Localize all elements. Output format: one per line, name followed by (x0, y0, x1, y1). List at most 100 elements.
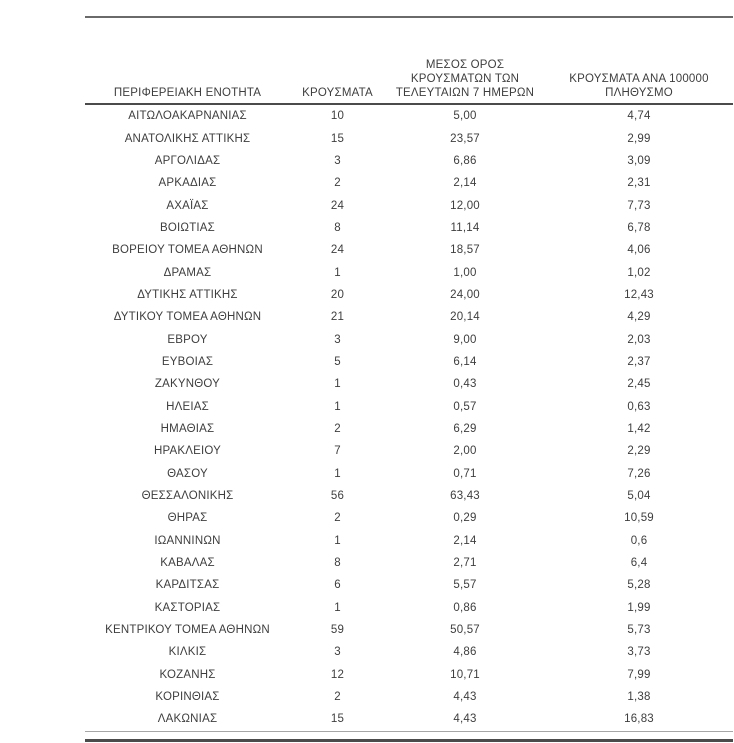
cases-cell: 15 (330, 132, 345, 145)
cases-cell: 3 (334, 333, 341, 346)
region-cell: ΛΑΚΩΝΙΑΣ (85, 708, 290, 732)
region-cell: ΖΑΚΥΝΘΟΥ (154, 378, 221, 391)
avg7-cell: 0,71 (453, 467, 477, 480)
per100k-cell: 2,45 (627, 378, 651, 391)
per100k-cell: 4,74 (627, 110, 651, 123)
cases-cell: 2 (334, 691, 341, 704)
cases-cell: 1 (334, 378, 341, 391)
table-row: ΑΡΚΑΔΙΑΣ 2 2,14 2,31 (85, 172, 733, 194)
region-cell: ΚΕΝΤΡΙΚΟΥ ΤΟΜΕΑ ΑΘΗΝΩΝ (105, 624, 270, 637)
region-cell: ΔΥΤΙΚΗΣ ΑΤΤΙΚΗΣ (137, 288, 238, 301)
table-row: ΕΒΡΟΥ 3 9,00 2,03 (85, 328, 733, 350)
table-row: ΘΗΡΑΣ 2 0,29 10,59 (85, 507, 733, 529)
region-cell: ΚΑΣΤΟΡΙΑΣ (154, 601, 221, 614)
region-cell: ΚΑΒΑΛΑΣ (160, 557, 215, 570)
table-row: ΗΛΕΙΑΣ 1 0,57 0,63 (85, 395, 733, 417)
table-row: ΗΡΑΚΛΕΙΟΥ 7 2,00 2,29 (85, 440, 733, 462)
region-cell: ΚΙΛΚΙΣ (168, 646, 207, 659)
table-row: ΔΥΤΙΚΗΣ ΑΤΤΙΚΗΣ 20 24,00 12,43 (85, 284, 733, 306)
per100k-cell: 1,99 (627, 601, 651, 614)
column-header-avg7-line1: ΜΕΣΟΣ ΟΡΟΣ (425, 59, 505, 71)
region-cell: ΚΑΡΔΙΤΣΑΣ (155, 579, 220, 592)
region-cell: ΘΑΣΟΥ (167, 467, 208, 480)
avg7-cell: 2,71 (453, 557, 477, 570)
avg7-cell: 4,43 (453, 691, 477, 704)
avg7-cell: 2,14 (453, 177, 477, 190)
cases-cell: 10 (330, 110, 345, 123)
cases-cell: 1 (334, 467, 341, 480)
table-row: ΚΑΡΔΙΤΣΑΣ 6 5,57 5,28 (85, 574, 733, 596)
region-cell: ΔΥΤΙΚΟΥ ΤΟΜΕΑ ΑΘΗΝΩΝ (113, 311, 262, 324)
region-cell: ΗΡΑΚΛΕΙΟΥ (153, 445, 222, 458)
column-header-region: ΠΕΡΙΦΕΡΕΙΑΚΗ ΕΝΟΤΗΤΑ (85, 17, 290, 105)
per100k-cell: 6,4 (630, 557, 648, 570)
table-row: ΚΕΝΤΡΙΚΟΥ ΤΟΜΕΑ ΑΘΗΝΩΝ 59 50,57 5,73 (85, 619, 733, 641)
avg7-cell: 10,71 (450, 668, 480, 681)
per100k-cell: 2,29 (627, 445, 651, 458)
per100k-cell: 1,02 (627, 266, 651, 279)
avg7-cell: 0,29 (453, 512, 477, 525)
table-row: ΒΟΙΩΤΙΑΣ 8 11,14 6,78 (85, 217, 733, 239)
avg7-cell: 24,00 (450, 288, 480, 301)
table-header-row: ΠΕΡΙΦΕΡΕΙΑΚΗ ΕΝΟΤΗΤΑ ΚΡΟΥΣΜΑΤΑ ΜΕΣΟΣ ΟΡΟ… (85, 17, 733, 105)
avg7-cell: 6,86 (453, 154, 477, 167)
region-cell: ΒΟΡΕΙΟΥ ΤΟΜΕΑ ΑΘΗΝΩΝ (112, 244, 263, 257)
cases-cell: 5 (334, 355, 341, 368)
region-cell: ΕΥΒΟΙΑΣ (161, 355, 214, 368)
column-header-cases: ΚΡΟΥΣΜΑΤΑ (290, 17, 385, 105)
per100k-cell: 0,6 (630, 534, 648, 547)
cases-cell: 1 (334, 534, 341, 547)
per100k-cell: 3,73 (627, 646, 651, 659)
cases-cell: 2 (334, 512, 341, 525)
region-cell: ΒΟΙΩΤΙΑΣ (159, 221, 215, 234)
cases-cell: 21 (330, 311, 345, 324)
table-row: ΑΡΓΟΛΙΔΑΣ 3 6,86 3,09 (85, 150, 733, 172)
table-row: ΙΩΑΝΝΙΝΩΝ 1 2,14 0,6 (85, 530, 733, 552)
table-row: ΑΙΤΩΛΟΑΚΑΡΝΑΝΙΑΣ 10 5,00 4,74 (85, 104, 733, 127)
per100k-cell: 2,03 (627, 333, 651, 346)
avg7-cell: 5,57 (453, 579, 477, 592)
avg7-cell: 18,57 (450, 244, 480, 257)
per100k-cell: 16,83 (545, 708, 733, 732)
cases-cell: 8 (334, 221, 341, 234)
column-header-per100k-line1: ΚΡΟΥΣΜΑΤΑ ΑΝΑ 100000 (569, 73, 709, 85)
region-cell: ΙΩΑΝΝΙΝΩΝ (154, 534, 221, 547)
region-cell: ΑΧΑΪΑΣ (166, 199, 209, 212)
avg7-cell: 11,14 (450, 221, 480, 234)
cases-cell: 3 (334, 154, 341, 167)
avg7-cell: 0,86 (453, 601, 477, 614)
table-row: ΘΑΣΟΥ 1 0,71 7,26 (85, 463, 733, 485)
regional-cases-table-container: ΠΕΡΙΦΕΡΕΙΑΚΗ ΕΝΟΤΗΤΑ ΚΡΟΥΣΜΑΤΑ ΜΕΣΟΣ ΟΡΟ… (85, 16, 733, 742)
table-row: ΑΧΑΪΑΣ 24 12,00 7,73 (85, 194, 733, 216)
per100k-cell: 7,99 (627, 668, 651, 681)
column-header-per100k: ΚΡΟΥΣΜΑΤΑ ΑΝΑ 100000 ΠΛΗΘΥΣΜΟ (545, 17, 733, 105)
region-cell: ΚΟΡΙΝΘΙΑΣ (155, 691, 220, 704)
table-row: ΚΑΒΑΛΑΣ 8 2,71 6,4 (85, 552, 733, 574)
cases-cell: 56 (330, 490, 345, 503)
per100k-cell: 2,99 (627, 132, 651, 145)
avg7-cell: 9,00 (453, 333, 477, 346)
region-cell: ΕΒΡΟΥ (167, 333, 208, 346)
avg7-cell: 23,57 (450, 132, 480, 145)
cases-cell: 2 (334, 177, 341, 190)
region-cell: ΑΙΤΩΛΟΑΚΑΡΝΑΝΙΑΣ (128, 110, 247, 123)
table-body: ΑΙΤΩΛΟΑΚΑΡΝΑΝΙΑΣ 10 5,00 4,74 ΑΝΑΤΟΛΙΚΗΣ ΑΤΤ… (85, 104, 733, 732)
cases-cell: 15 (290, 708, 385, 732)
per100k-cell: 1,42 (627, 422, 651, 435)
avg7-cell: 6,29 (453, 422, 477, 435)
table-row: ΔΥΤΙΚΟΥ ΤΟΜΕΑ ΑΘΗΝΩΝ 21 20,14 4,29 (85, 306, 733, 328)
table-header: ΠΕΡΙΦΕΡΕΙΑΚΗ ΕΝΟΤΗΤΑ ΚΡΟΥΣΜΑΤΑ ΜΕΣΟΣ ΟΡΟ… (85, 17, 733, 105)
table-row: ΘΕΣΣΑΛΟΝΙΚΗΣ 56 63,43 5,04 (85, 485, 733, 507)
table-bottom-rule (85, 738, 733, 742)
cases-cell: 1 (334, 266, 341, 279)
column-header-avg7-line3: ΤΕΛΕΥΤΑΙΩΝ 7 ΗΜΕΡΩΝ (395, 87, 535, 99)
table-row: ΕΥΒΟΙΑΣ 5 6,14 2,37 (85, 351, 733, 373)
per100k-cell: 5,04 (627, 490, 651, 503)
table-row: ΑΝΑΤΟΛΙΚΗΣ ΑΤΤΙΚΗΣ 15 23,57 2,99 (85, 127, 733, 149)
avg7-cell: 5,00 (453, 110, 477, 123)
cases-cell: 24 (330, 199, 345, 212)
per100k-cell: 7,73 (627, 199, 651, 212)
cases-cell: 3 (334, 646, 341, 659)
avg7-cell: 4,43 (385, 708, 545, 732)
per100k-cell: 4,06 (627, 244, 651, 257)
